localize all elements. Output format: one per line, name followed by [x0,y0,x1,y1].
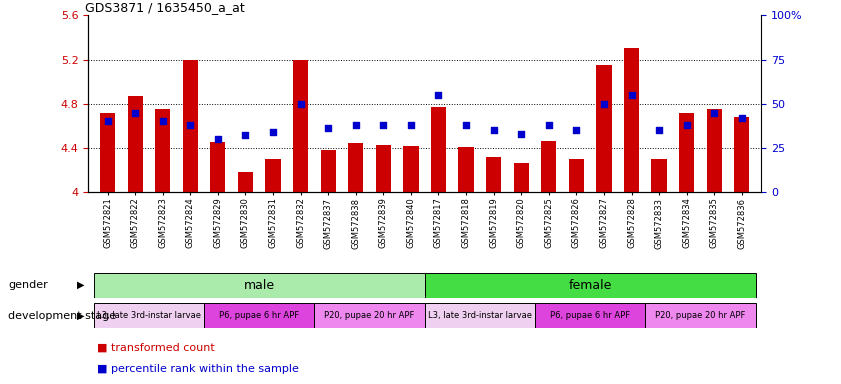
Bar [596,65,611,192]
Text: P6, pupae 6 hr APF: P6, pupae 6 hr APF [220,311,299,320]
Point [267,129,280,135]
Point [653,127,666,133]
Text: P6, pupae 6 hr APF: P6, pupae 6 hr APF [550,311,630,320]
Bar [706,109,722,192]
Point [542,122,556,128]
Point [707,109,721,116]
Point [239,132,252,139]
Text: GDS3871 / 1635450_a_at: GDS3871 / 1635450_a_at [85,1,245,14]
Bar [431,107,446,192]
Text: ▶: ▶ [77,311,85,321]
Text: ▶: ▶ [77,280,85,290]
Text: P20, pupae 20 hr APF: P20, pupae 20 hr APF [655,311,746,320]
Point [405,122,418,128]
Bar [238,172,253,192]
Bar [569,159,584,192]
Bar [542,141,557,192]
Point [129,109,142,116]
Bar [210,142,225,192]
Bar [535,303,645,328]
Bar [425,273,755,298]
Point [431,92,445,98]
Point [487,127,500,133]
Point [377,122,390,128]
Bar [100,113,115,192]
Text: L3, late 3rd-instar larvae: L3, late 3rd-instar larvae [428,311,532,320]
Point [349,122,362,128]
Bar [94,273,425,298]
Bar [128,96,143,192]
Point [459,122,473,128]
Point [625,92,638,98]
Bar [204,303,315,328]
Text: gender: gender [8,280,48,290]
Point [101,118,114,124]
Text: L3, late 3rd-instar larvae: L3, late 3rd-instar larvae [97,311,201,320]
Point [211,136,225,142]
Point [569,127,583,133]
Point [156,118,170,124]
Bar [94,303,204,328]
Text: development stage: development stage [8,311,117,321]
Text: female: female [569,279,612,291]
Text: ■ transformed count: ■ transformed count [97,343,214,353]
Bar [486,157,501,192]
Point [294,101,307,107]
Text: male: male [244,279,275,291]
Bar [156,109,171,192]
Point [735,115,748,121]
Point [515,131,528,137]
Text: P20, pupae 20 hr APF: P20, pupae 20 hr APF [325,311,415,320]
Bar [266,159,281,192]
Text: ■ percentile rank within the sample: ■ percentile rank within the sample [97,364,299,374]
Bar [404,146,419,192]
Bar [182,60,198,192]
Bar [320,150,336,192]
Bar [624,48,639,192]
Bar [376,144,391,192]
Point [597,101,611,107]
Point [680,122,693,128]
Point [321,125,335,131]
Bar [425,303,535,328]
Bar [293,60,308,192]
Bar [679,113,694,192]
Bar [514,163,529,192]
Bar [315,303,425,328]
Point [183,122,197,128]
Bar [645,303,755,328]
Bar [348,143,363,192]
Bar [458,147,473,192]
Bar [652,159,667,192]
Bar [734,117,749,192]
